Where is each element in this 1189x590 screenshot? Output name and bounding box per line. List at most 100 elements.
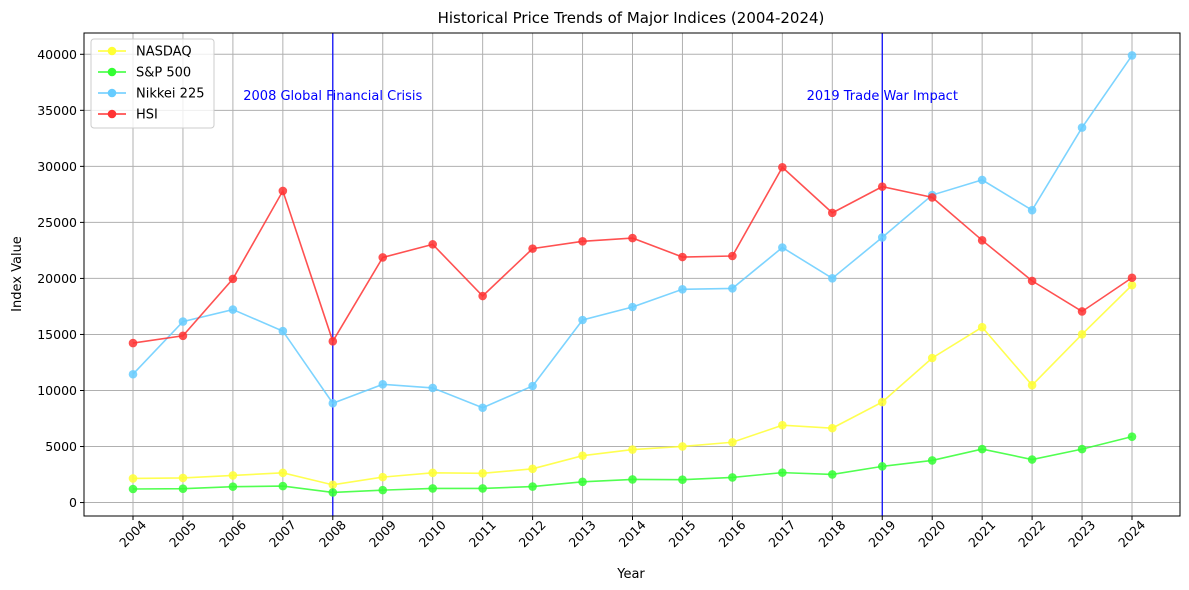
y-axis: 0 5000 10000 15000 20000 25000 30000 35000 40000 <box>37 47 84 510</box>
data-point <box>528 464 537 474</box>
x-tick-label: 2015 <box>666 517 699 550</box>
data-point <box>828 208 837 218</box>
x-tick-label: 2006 <box>216 517 249 550</box>
data-point <box>728 284 737 293</box>
data-point <box>628 445 637 454</box>
x-tick-label: 2018 <box>815 517 848 550</box>
y-tick-label: 0 <box>69 495 77 510</box>
data-point <box>328 480 338 490</box>
data-point <box>778 243 787 252</box>
data-point <box>178 317 188 326</box>
data-point <box>678 284 687 294</box>
x-tick-label: 2012 <box>516 517 549 550</box>
data-point <box>428 383 438 393</box>
data-point <box>1127 280 1137 290</box>
data-point <box>428 468 438 478</box>
data-point <box>278 481 288 491</box>
data-point <box>128 338 138 348</box>
data-point <box>578 451 587 461</box>
data-point <box>828 274 837 283</box>
data-point <box>1027 380 1037 390</box>
x-axis: 2004 2005 2006 2007 2008 2009 2010 2011 2012 2013… <box>116 516 1148 550</box>
y-tick-label: 25000 <box>37 215 77 230</box>
data-point <box>628 233 637 243</box>
data-point <box>228 274 238 284</box>
data-point <box>578 315 587 325</box>
data-point <box>977 322 987 332</box>
data-point <box>478 484 487 493</box>
data-point <box>478 469 487 478</box>
x-tick-label: 2013 <box>566 517 599 550</box>
annotation-label: 2008 Global Financial Crisis <box>243 89 422 104</box>
annotations: 2008 Global Financial Crisis 2019 Trade W… <box>243 33 958 516</box>
x-tick-label: 2007 <box>266 517 299 550</box>
x-tick-label: 2021 <box>965 517 998 550</box>
data-point <box>1027 276 1037 286</box>
data-point <box>178 331 188 341</box>
x-tick-label: 2016 <box>715 517 748 550</box>
y-axis-label: Index Value <box>10 236 25 312</box>
data-point <box>528 244 537 253</box>
legend-swatch-marker <box>107 109 117 119</box>
data-point <box>228 305 238 314</box>
series-nikkei-225 <box>128 51 1137 413</box>
data-point <box>228 471 238 480</box>
x-tick-label: 2024 <box>1115 517 1148 550</box>
data-point <box>378 485 388 495</box>
data-point <box>278 326 288 336</box>
data-point <box>378 380 388 389</box>
data-point <box>778 420 787 430</box>
x-tick-label: 2022 <box>1015 517 1048 550</box>
data-point <box>178 473 188 483</box>
data-point <box>328 398 338 408</box>
legend-swatch-marker <box>107 46 117 56</box>
data-point <box>927 193 937 202</box>
data-point <box>128 474 138 483</box>
data-point <box>428 484 438 493</box>
legend: NASDAQ S&P 500 Nikkei 225 HSI <box>90 38 215 129</box>
grid <box>84 33 1180 516</box>
legend-label: NASDAQ <box>136 45 192 60</box>
data-point <box>877 462 887 471</box>
data-point <box>1077 444 1087 454</box>
x-tick-label: 2011 <box>466 517 499 550</box>
data-point <box>478 403 487 413</box>
data-point <box>128 369 138 379</box>
data-point <box>578 477 587 487</box>
legend-box <box>90 38 215 129</box>
y-tick-label: 15000 <box>37 327 77 342</box>
data-point <box>628 302 637 312</box>
series-hsi <box>128 162 1137 348</box>
data-point <box>578 237 587 246</box>
data-point <box>778 162 787 172</box>
x-tick-label: 2004 <box>116 517 149 550</box>
x-tick-label: 2014 <box>616 517 649 550</box>
data-point <box>828 423 837 433</box>
chart-title: Historical Price Trends of Major Indices… <box>438 9 825 27</box>
x-tick-label: 2019 <box>865 517 898 550</box>
data-point <box>678 475 687 484</box>
x-tick-label: 2009 <box>366 517 399 550</box>
x-tick-label: 2010 <box>416 517 449 550</box>
data-point <box>927 353 937 363</box>
data-point <box>728 251 737 261</box>
data-point <box>728 473 737 482</box>
y-tick-label: 30000 <box>37 159 77 174</box>
y-tick-label: 35000 <box>37 103 77 118</box>
data-point <box>1127 432 1137 441</box>
data-point <box>678 252 687 262</box>
data-point <box>478 291 487 301</box>
data-point <box>178 484 188 493</box>
data-point <box>1077 330 1087 339</box>
legend-swatch-marker <box>107 67 117 77</box>
x-tick-label: 2008 <box>316 517 349 550</box>
data-point <box>328 336 338 346</box>
legend-swatch-marker <box>107 88 117 98</box>
x-tick-label: 2017 <box>765 517 798 550</box>
legend-label: Nikkei 225 <box>136 87 205 102</box>
x-tick-label: 2005 <box>166 517 199 550</box>
data-point <box>278 186 288 196</box>
series-s-p-500 <box>128 432 1137 497</box>
data-point <box>428 240 438 249</box>
